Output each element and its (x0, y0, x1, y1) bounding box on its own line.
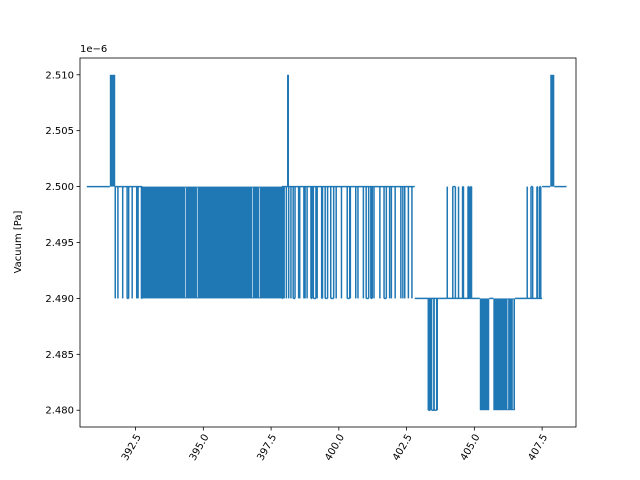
y-tick-label: 2.485 (45, 350, 74, 361)
series-dense-band (142, 186, 282, 299)
y-axis-label: Vacuum [Pa] (13, 211, 24, 274)
series-dense-band (109, 74, 116, 187)
series-dense-band (479, 298, 490, 411)
y-axis: 2.480 2.485 2.490 2.495 2.500 2.505 2.510 (45, 70, 80, 417)
y-tick-label: 2.505 (45, 126, 74, 137)
y-tick-label: 2.480 (45, 406, 74, 417)
y-tick-label: 2.500 (45, 182, 74, 193)
series-dense-band (493, 298, 516, 411)
series-dense-band (550, 74, 555, 187)
y-axis-offset-label: 1e−6 (80, 44, 107, 55)
series-spike (287, 74, 290, 187)
y-tick-label: 2.490 (45, 294, 74, 305)
y-tick-label: 2.510 (45, 70, 74, 81)
y-tick-label: 2.495 (45, 238, 74, 249)
series-layer (86, 74, 567, 411)
series-0 (86, 74, 567, 411)
